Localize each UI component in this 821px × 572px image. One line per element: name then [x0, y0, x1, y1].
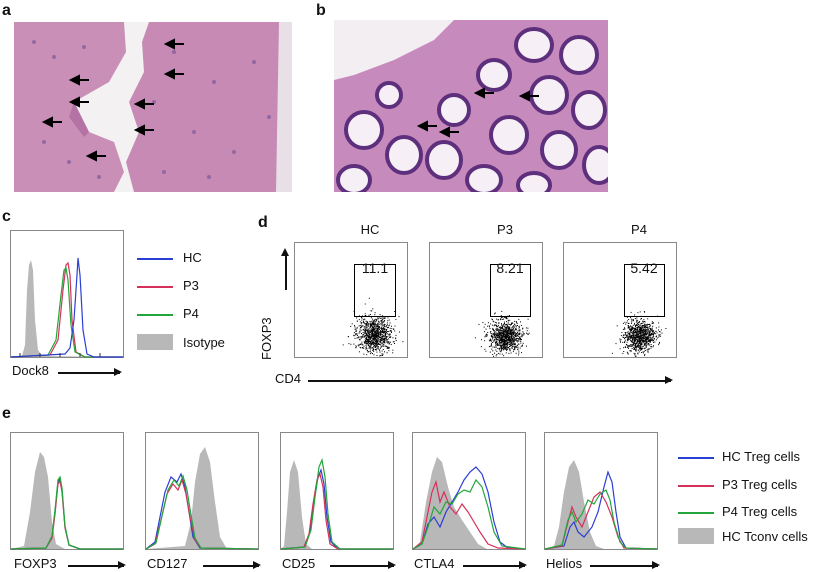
legend-e-hc-tconv-label: HC Tconv cells: [722, 529, 808, 544]
legend-e-p4-treg-swatch: [678, 512, 714, 514]
cd127-hist-label: CD127: [147, 556, 188, 571]
dock8-histogram: [10, 230, 124, 358]
histology-image-a: [14, 22, 292, 192]
legend-c-hc-label: HC: [183, 250, 202, 265]
ctla4-hist-label: CTLA4: [414, 556, 455, 571]
foxp3-hist-label: FOXP3: [14, 556, 57, 571]
legend-c-p3-label: P3: [183, 278, 199, 293]
legend-c-p4-swatch: [137, 314, 173, 316]
flow-plot-hc: [294, 242, 408, 358]
cd25-hist-label: CD25: [282, 556, 316, 571]
panel-a-label: a: [2, 2, 11, 19]
histogram-foxp3: [10, 432, 124, 550]
panel-d-label: d: [258, 214, 268, 231]
gate-value-hc: 11.1: [361, 260, 389, 276]
helios-hist-label: Helios: [546, 556, 583, 571]
flow-plot-p4: [563, 242, 677, 358]
histology-image-b: [334, 20, 608, 192]
legend-c-isotype-label: Isotype: [183, 335, 225, 350]
legend-e-p4-treg-label: P4 Treg cells: [722, 504, 798, 519]
legend-c-isotype-swatch: [137, 334, 173, 350]
flow-plot-hc-title: HC: [360, 222, 380, 237]
gate-value-p4: 5.42: [630, 260, 658, 276]
flow-plot-p3-title: P3: [497, 222, 513, 237]
cd4-axis-label: CD4: [275, 371, 302, 386]
histogram-cd25: [280, 432, 394, 550]
foxp3-axis-arrow: [282, 248, 288, 290]
histogram-cd127: [145, 432, 259, 550]
helios-hist-arrow: [590, 562, 660, 568]
legend-c-p4-label: P4: [183, 306, 199, 321]
legend-e-p3-treg-swatch: [678, 485, 714, 487]
gate-value-p3: 8.21: [496, 260, 524, 276]
flow-plot-p3: [429, 242, 543, 358]
cd4-axis-arrow: [308, 377, 673, 383]
legend-e-p3-treg-label: P3 Treg cells: [722, 477, 798, 492]
dock8-axis-arrow: [58, 369, 122, 375]
legend-c-hc-swatch: [137, 258, 173, 260]
foxp3-axis-label: FOXP3: [259, 317, 274, 360]
cd25-hist-arrow: [330, 562, 396, 568]
legend-e-hc-treg-label: HC Treg cells: [722, 449, 801, 464]
panel-e-label: e: [2, 405, 11, 422]
dock8-axis-label: Dock8: [12, 363, 49, 378]
legend-e-hc-treg-swatch: [678, 457, 714, 459]
histogram-helios: [544, 432, 658, 550]
cd127-hist-arrow: [203, 562, 261, 568]
flow-plot-p4-title: P4: [631, 222, 647, 237]
foxp3-hist-arrow: [68, 562, 126, 568]
histogram-ctla4: [412, 432, 526, 550]
legend-e-hc-tconv-swatch: [678, 528, 714, 544]
panel-c-label: c: [2, 208, 11, 225]
legend-c-p3-swatch: [137, 286, 173, 288]
ctla4-hist-arrow: [463, 562, 527, 568]
panel-b-label: b: [316, 2, 326, 19]
